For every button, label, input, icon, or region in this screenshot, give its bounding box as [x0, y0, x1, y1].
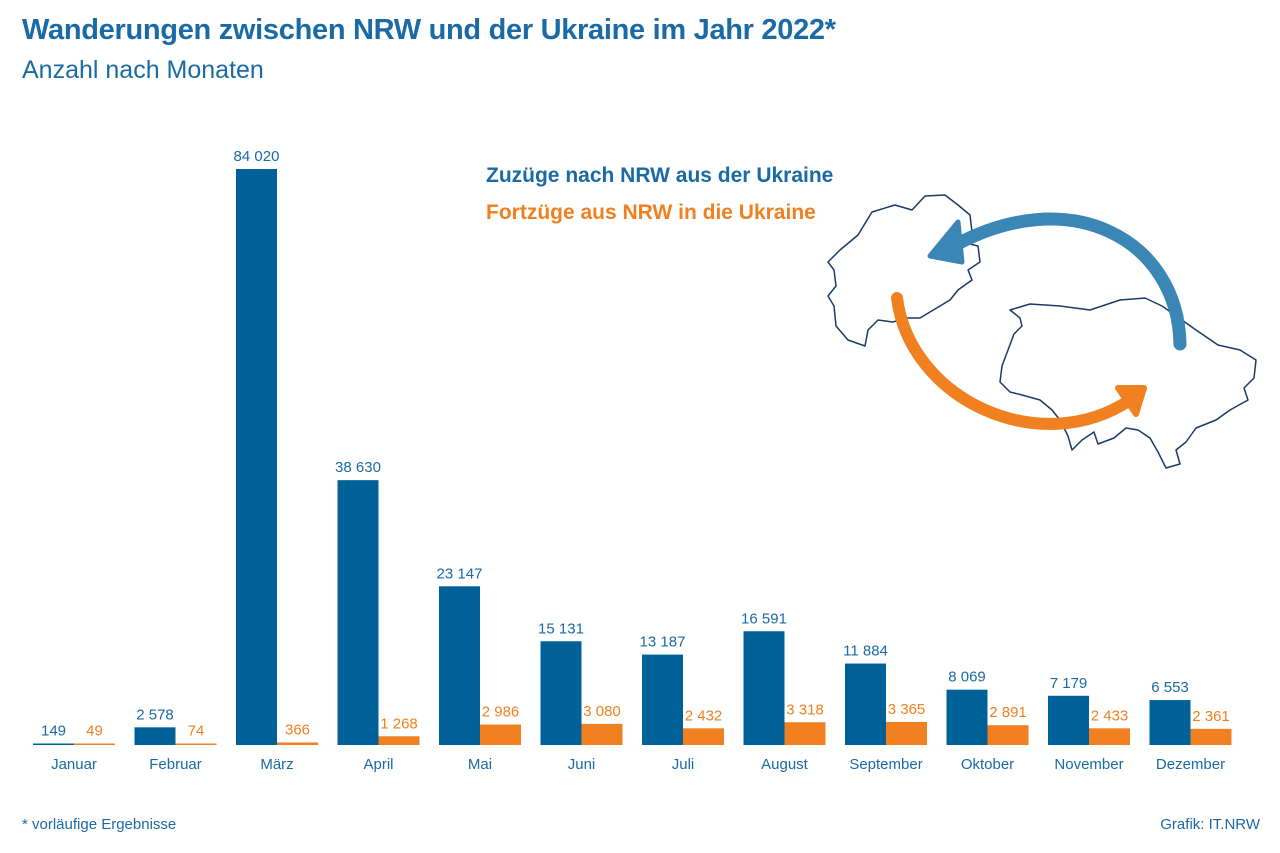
category-label-3: März: [260, 756, 293, 773]
value-label-fortzuege-6: 3 080: [583, 703, 621, 720]
category-label-5: Mai: [468, 756, 492, 773]
bar-zuzuege-11: [1048, 695, 1089, 745]
value-label-fortzuege-4: 1 268: [380, 715, 418, 732]
ukraine-map-outline-icon: [999, 297, 1257, 469]
value-label-fortzuege-5: 2 986: [482, 704, 520, 721]
bar-fortzuege-12: [1190, 728, 1232, 745]
bar-fortzuege-4: [378, 736, 420, 745]
value-label-zuzuege-12: 6 553: [1151, 679, 1189, 696]
chart-subtitle: Anzahl nach Monaten: [22, 56, 264, 84]
bar-fortzuege-5: [480, 724, 521, 745]
category-label-9: September: [849, 756, 922, 773]
category-label-8: August: [761, 756, 809, 773]
nrw-map-outline-icon: [827, 194, 981, 347]
arrow-to-ukraine-head-icon: [1115, 385, 1147, 417]
bar-fortzuege-7: [683, 728, 724, 745]
category-label-1: Januar: [51, 756, 97, 773]
value-label-fortzuege-7: 2 432: [685, 707, 723, 724]
category-label-4: April: [363, 756, 393, 773]
value-label-fortzuege-1: 49: [86, 723, 103, 740]
value-label-zuzuege-11: 7 179: [1050, 675, 1088, 692]
bar-zuzuege-6: [540, 641, 582, 745]
bar-fortzuege-10: [987, 725, 1029, 745]
value-label-fortzuege-8: 3 318: [786, 701, 824, 718]
value-label-zuzuege-5: 23 147: [437, 565, 483, 582]
category-label-10: Oktober: [961, 756, 1014, 773]
bar-fortzuege-11: [1089, 728, 1130, 745]
bar-zuzuege-2: [134, 727, 176, 745]
arrow-to-ukraine-icon: [891, 292, 1136, 430]
value-label-zuzuege-7: 13 187: [640, 634, 686, 651]
category-label-7: Juli: [672, 756, 695, 773]
bar-fortzuege-1: [74, 743, 115, 745]
bar-zuzuege-4: [337, 480, 379, 745]
value-label-zuzuege-4: 38 630: [335, 459, 381, 476]
category-label-12: Dezember: [1156, 756, 1225, 773]
value-label-zuzuege-10: 8 069: [948, 669, 986, 686]
bar-zuzuege-12: [1149, 700, 1191, 745]
value-label-fortzuege-10: 2 891: [989, 704, 1027, 721]
bar-fortzuege-8: [784, 722, 826, 745]
bar-fortzuege-6: [581, 723, 623, 745]
category-label-2: Februar: [149, 756, 202, 773]
value-label-fortzuege-12: 2 361: [1192, 708, 1230, 725]
footnote: * vorläufige Ergebnisse: [22, 816, 177, 833]
value-label-zuzuege-9: 11 884: [843, 643, 888, 660]
value-label-zuzuege-6: 15 131: [538, 620, 584, 637]
value-label-fortzuege-11: 2 433: [1091, 707, 1129, 724]
bar-zuzuege-10: [946, 689, 988, 745]
arrow-to-nrw-icon: [943, 212, 1187, 351]
value-label-zuzuege-1: 149: [41, 723, 66, 740]
value-label-fortzuege-2: 74: [188, 723, 205, 740]
category-label-6: Juni: [568, 756, 596, 773]
map-illustration: [827, 194, 1257, 469]
value-label-zuzuege-2: 2 578: [136, 706, 174, 723]
category-label-11: November: [1054, 756, 1123, 773]
value-label-zuzuege-3: 84 020: [234, 148, 280, 165]
value-label-zuzuege-8: 16 591: [741, 610, 787, 627]
bar-fortzuege-3: [277, 742, 318, 745]
bar-fortzuege-9: [886, 721, 927, 745]
value-label-fortzuege-3: 366: [285, 721, 310, 738]
legend-zuzuege: Zuzüge nach NRW aus der Ukraine: [486, 164, 834, 187]
value-label-fortzuege-9: 3 365: [888, 701, 926, 718]
bar-zuzuege-8: [743, 631, 785, 745]
bar-zuzuege-1: [33, 743, 74, 745]
source-credit: Grafik: IT.NRW: [1160, 816, 1260, 833]
arrow-to-nrw-head-icon: [927, 219, 965, 265]
bar-zuzuege-3: [236, 169, 277, 745]
bar-zuzuege-9: [845, 663, 886, 745]
bar-zuzuege-7: [642, 654, 683, 745]
bar-zuzuege-5: [439, 586, 480, 745]
chart-title: Wanderungen zwischen NRW und der Ukraine…: [22, 14, 836, 46]
bar-fortzuege-2: [175, 743, 217, 745]
legend-fortzuege: Fortzüge aus NRW in die Ukraine: [486, 201, 816, 224]
